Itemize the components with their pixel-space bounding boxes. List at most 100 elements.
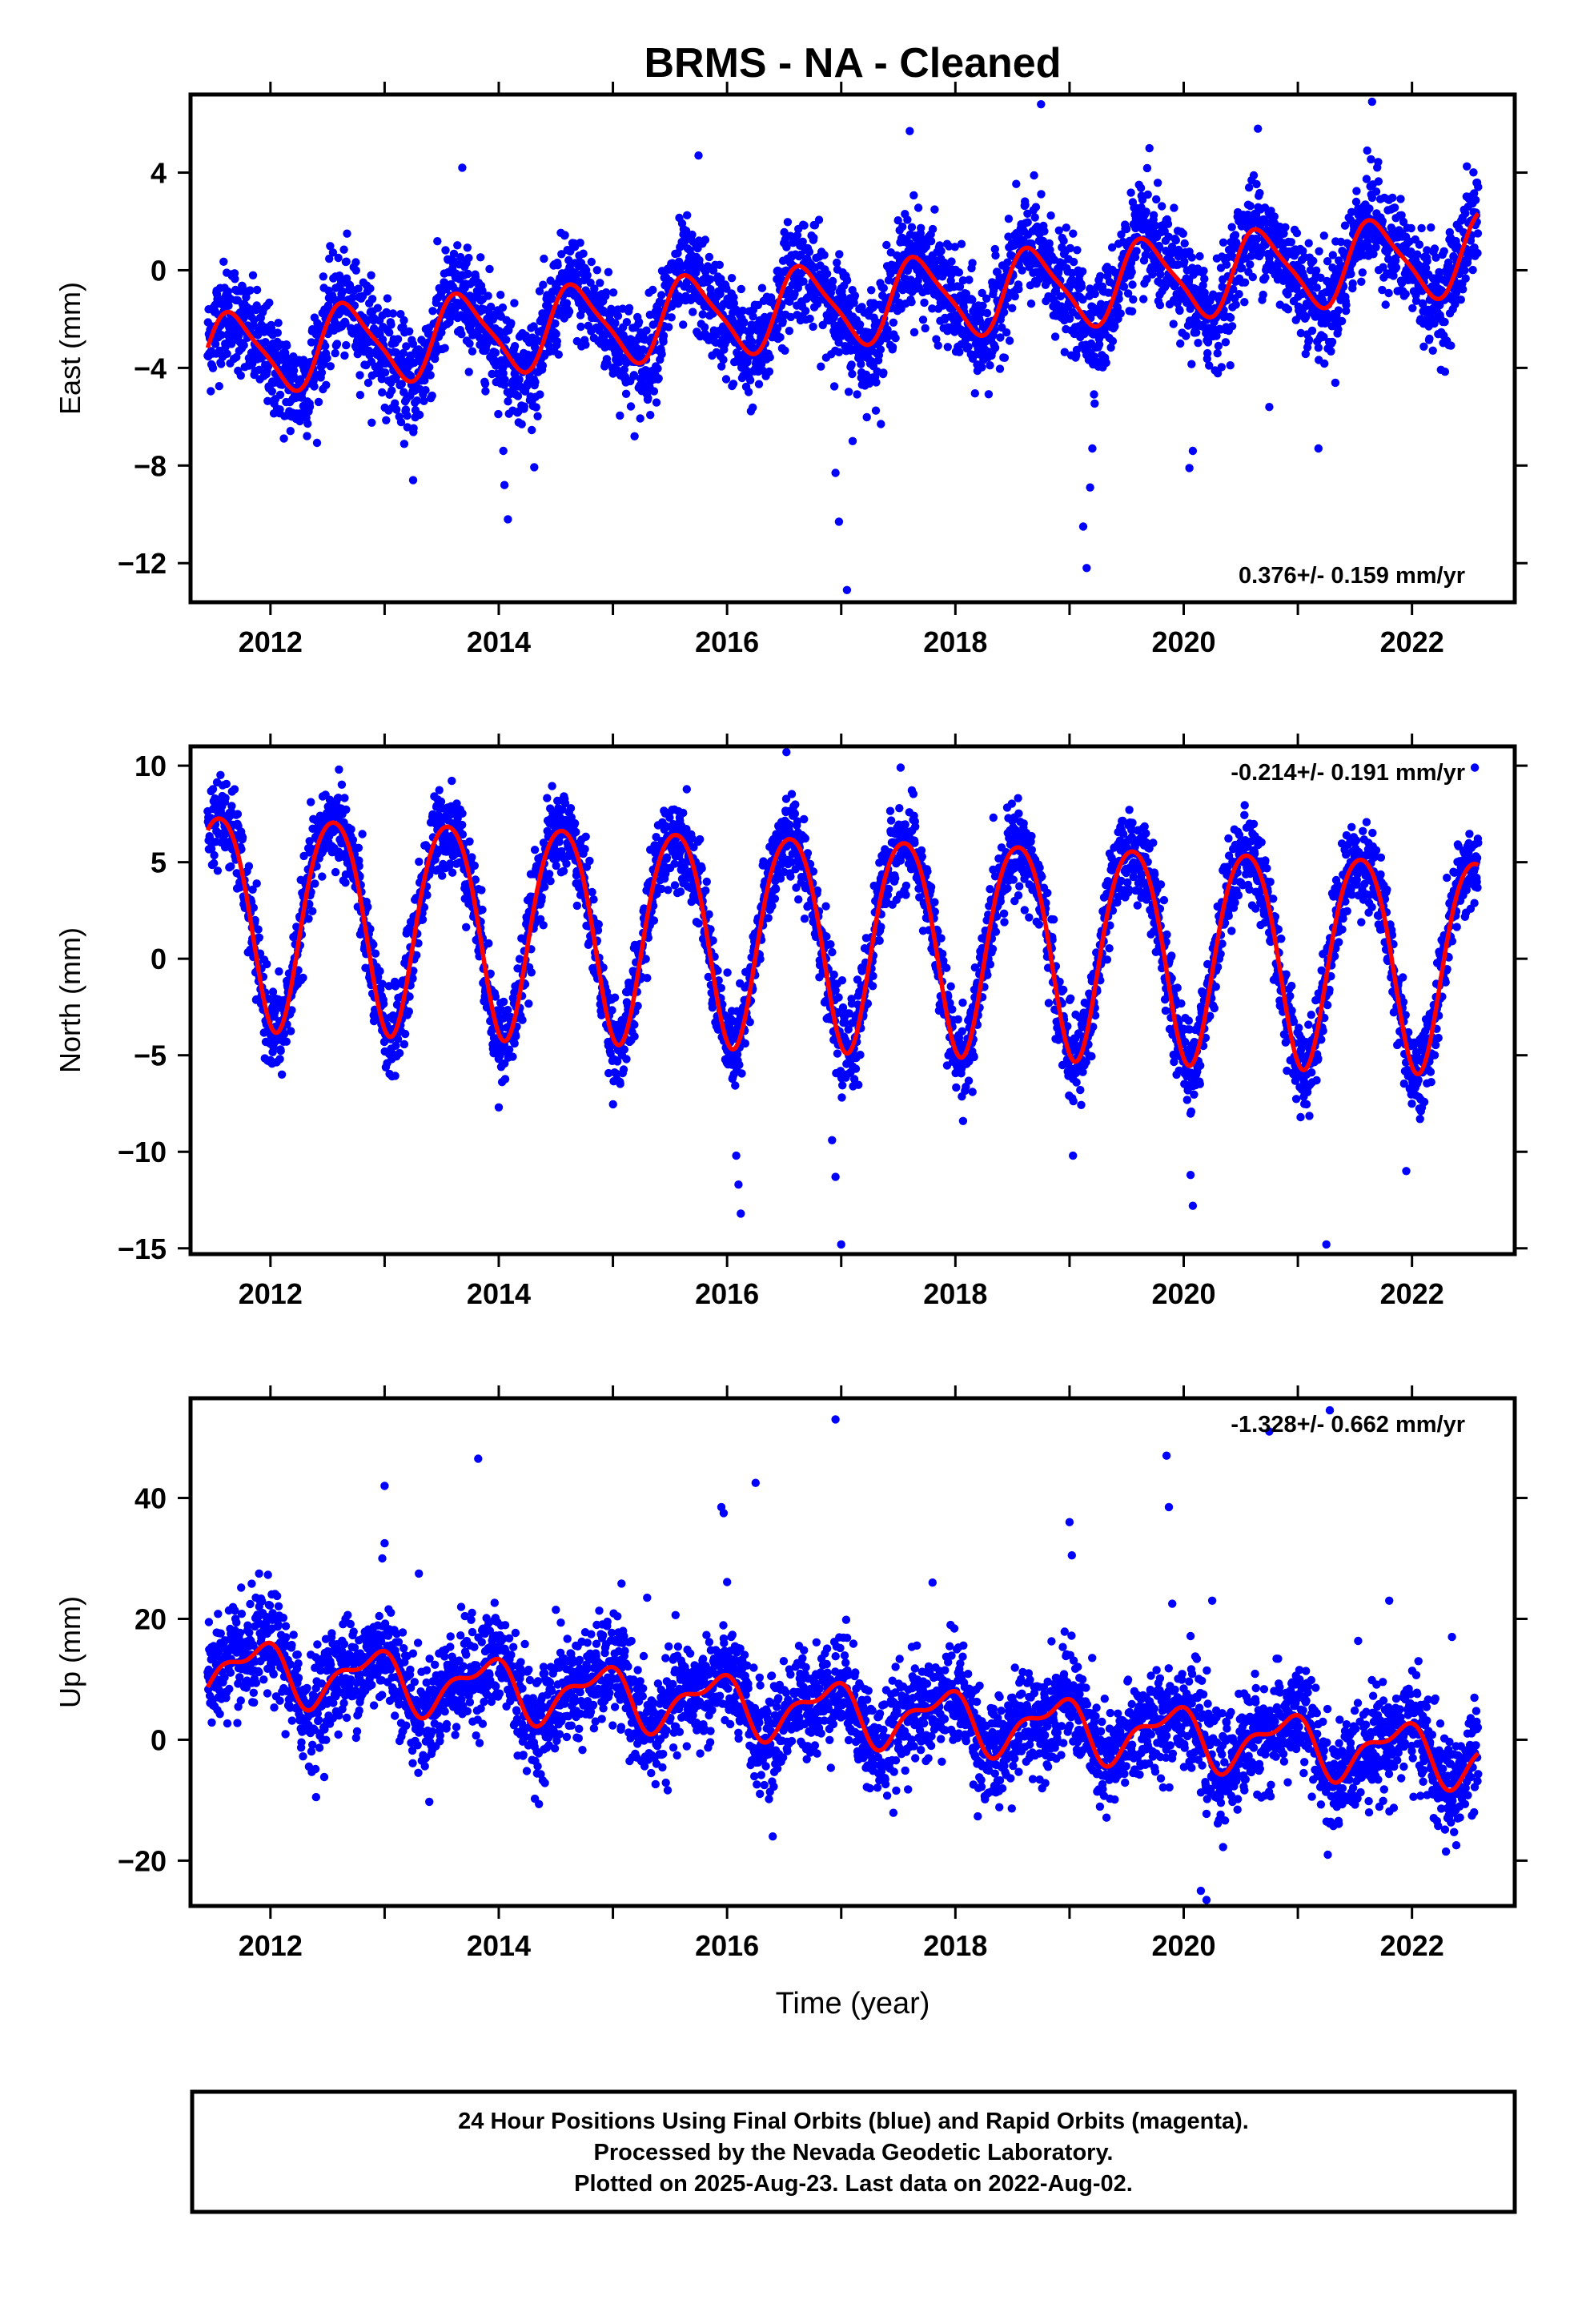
figure-title: BRMS - NA - Cleaned bbox=[644, 40, 1062, 86]
data-point bbox=[1292, 284, 1301, 294]
data-point bbox=[365, 351, 374, 360]
data-point bbox=[448, 868, 457, 877]
data-point bbox=[440, 344, 449, 352]
data-point bbox=[1078, 522, 1088, 531]
data-point bbox=[377, 375, 386, 384]
data-point bbox=[1248, 272, 1258, 282]
data-point bbox=[828, 276, 837, 286]
y-tick-label: 4 bbox=[151, 157, 167, 190]
data-point bbox=[1231, 231, 1240, 239]
data-point bbox=[909, 328, 919, 337]
data-point bbox=[740, 318, 749, 327]
data-point bbox=[1262, 218, 1271, 227]
data-point bbox=[1192, 328, 1201, 337]
data-point bbox=[540, 254, 548, 263]
data-point bbox=[1314, 444, 1323, 453]
data-point bbox=[1229, 284, 1238, 294]
data-point bbox=[554, 350, 563, 359]
data-point bbox=[1130, 253, 1140, 262]
data-point bbox=[649, 387, 659, 396]
data-point bbox=[239, 340, 248, 350]
data-point bbox=[592, 266, 601, 275]
data-point bbox=[965, 275, 974, 284]
data-point bbox=[1302, 312, 1311, 321]
data-point bbox=[744, 388, 753, 396]
data-point bbox=[809, 233, 818, 243]
data-point bbox=[1255, 188, 1264, 198]
data-point bbox=[613, 312, 623, 320]
data-point bbox=[1287, 238, 1296, 247]
data-point bbox=[303, 432, 311, 440]
data-point bbox=[996, 333, 1005, 342]
data-point bbox=[1265, 403, 1274, 412]
data-point bbox=[715, 260, 724, 269]
data-point bbox=[458, 820, 467, 830]
data-point bbox=[393, 335, 403, 344]
data-point bbox=[1388, 193, 1397, 203]
data-point bbox=[1126, 188, 1135, 197]
x-tick-label: 2022 bbox=[1380, 625, 1444, 658]
data-point bbox=[322, 380, 331, 389]
data-point bbox=[1378, 217, 1387, 226]
y-tick-label: −12 bbox=[118, 547, 167, 580]
data-point bbox=[464, 269, 472, 279]
data-point bbox=[562, 299, 572, 308]
data-point bbox=[470, 861, 479, 870]
data-point bbox=[342, 340, 351, 350]
data-point bbox=[219, 257, 228, 266]
data-point bbox=[659, 337, 668, 346]
data-point bbox=[999, 308, 1009, 317]
data-point bbox=[781, 346, 789, 355]
data-point bbox=[1005, 336, 1014, 345]
data-point bbox=[745, 376, 755, 384]
data-point bbox=[1046, 211, 1055, 220]
x-tick-label: 2018 bbox=[923, 625, 987, 658]
data-point bbox=[552, 329, 560, 339]
data-point bbox=[539, 280, 548, 289]
data-point bbox=[572, 269, 580, 278]
data-point bbox=[883, 325, 892, 334]
data-point bbox=[1249, 171, 1259, 180]
data-point bbox=[898, 222, 907, 231]
y-tick-label: −8 bbox=[134, 449, 167, 482]
data-point bbox=[351, 266, 360, 275]
data-point bbox=[1176, 339, 1185, 348]
data-point bbox=[279, 434, 288, 443]
data-point bbox=[636, 414, 644, 423]
data-point bbox=[485, 264, 494, 274]
data-point bbox=[339, 245, 348, 254]
data-point bbox=[683, 211, 692, 219]
data-point bbox=[850, 292, 860, 300]
data-point bbox=[1252, 235, 1262, 243]
data-point bbox=[1030, 213, 1039, 222]
data-point bbox=[1470, 189, 1479, 198]
data-point bbox=[817, 362, 825, 371]
data-point bbox=[1357, 277, 1366, 286]
data-point bbox=[375, 967, 384, 975]
data-point bbox=[238, 282, 247, 291]
data-point bbox=[299, 973, 307, 983]
data-point bbox=[499, 446, 508, 456]
data-point bbox=[1129, 295, 1138, 304]
data-point bbox=[340, 794, 349, 802]
data-point bbox=[1304, 239, 1313, 247]
data-point bbox=[1154, 243, 1164, 252]
data-point bbox=[844, 388, 853, 396]
data-point bbox=[1090, 399, 1099, 408]
data-point bbox=[1150, 221, 1160, 230]
data-point bbox=[403, 411, 412, 420]
data-point bbox=[396, 417, 406, 427]
data-point bbox=[1447, 341, 1456, 350]
data-point bbox=[222, 779, 231, 789]
data-point bbox=[267, 324, 276, 332]
data-point bbox=[888, 343, 897, 352]
data-point bbox=[604, 267, 613, 276]
data-point bbox=[1139, 295, 1148, 304]
data-point bbox=[367, 295, 377, 304]
data-point bbox=[402, 342, 411, 351]
data-point bbox=[267, 387, 276, 396]
data-point bbox=[252, 285, 262, 295]
data-point bbox=[1378, 285, 1387, 295]
data-point bbox=[624, 304, 634, 312]
data-point bbox=[323, 354, 331, 363]
